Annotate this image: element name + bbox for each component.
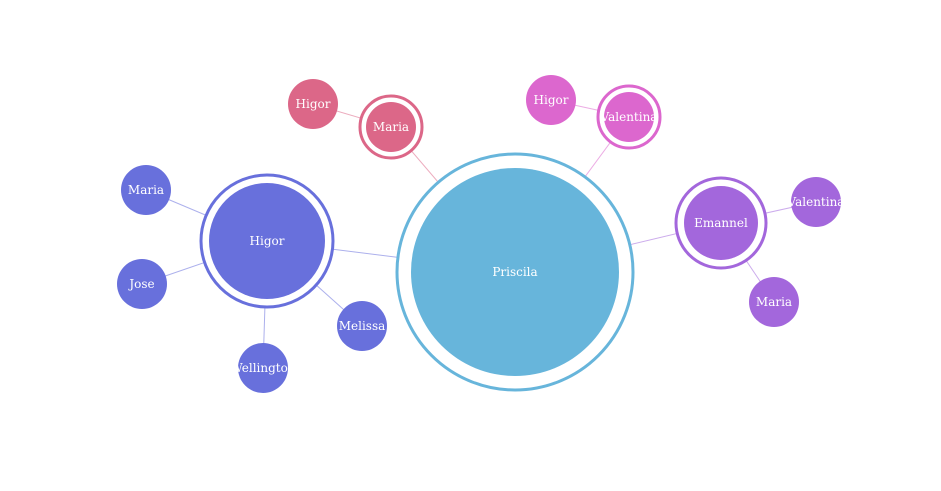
node-circle[interactable] — [209, 183, 325, 299]
node-label: Emannel — [694, 216, 748, 230]
node-outer-ring — [596, 84, 662, 150]
node-higor-wellington[interactable]: Wellington — [230, 343, 296, 393]
node-higor-maria[interactable]: Maria — [121, 165, 171, 215]
node-outer-ring — [358, 94, 424, 160]
node-label: Melissa — [339, 319, 386, 333]
nodes-layer: Priscila Higor Maria Jose Wellington Melissa M… — [117, 75, 844, 393]
node-outer-ring — [674, 176, 768, 270]
node-label: Maria — [373, 120, 409, 134]
node-valentina-higor[interactable]: Higor — [526, 75, 576, 125]
node-circle[interactable] — [411, 168, 619, 376]
node-circle[interactable] — [604, 92, 654, 142]
node-higor-melissa[interactable]: Melissa — [337, 301, 387, 351]
node-circle[interactable] — [791, 177, 841, 227]
node-label: Wellington — [230, 361, 295, 375]
node-label: Higor — [534, 93, 569, 107]
node-maria-hub[interactable]: Maria — [358, 94, 424, 160]
node-higor-jose[interactable]: Jose — [117, 259, 167, 309]
node-circle[interactable] — [526, 75, 576, 125]
node-label: Jose — [127, 277, 154, 291]
node-priscila[interactable]: Priscila — [395, 152, 635, 392]
node-maria-higor[interactable]: Higor — [288, 79, 338, 129]
node-circle[interactable] — [121, 165, 171, 215]
node-emanuel-maria[interactable]: Maria — [749, 277, 799, 327]
node-label: Valentina — [600, 110, 658, 124]
node-circle[interactable] — [684, 186, 758, 260]
node-label: Maria — [128, 183, 164, 197]
node-circle[interactable] — [366, 102, 416, 152]
node-label: Maria — [756, 295, 792, 309]
node-emanuel-hub[interactable]: Emannel — [674, 176, 768, 270]
node-outer-ring — [199, 173, 335, 309]
node-label: Higor — [296, 97, 331, 111]
node-circle[interactable] — [749, 277, 799, 327]
node-higor-hub[interactable]: Higor — [199, 173, 335, 309]
node-circle[interactable] — [337, 301, 387, 351]
node-circle[interactable] — [288, 79, 338, 129]
node-circle[interactable] — [117, 259, 167, 309]
node-label: Valentina — [787, 195, 845, 209]
node-emanuel-valentina[interactable]: Valentina — [787, 177, 845, 227]
node-valentina-hub[interactable]: Valentina — [596, 84, 662, 150]
node-outer-ring — [395, 152, 635, 392]
node-label: Priscila — [492, 265, 537, 279]
node-label: Higor — [250, 234, 285, 248]
node-circle[interactable] — [238, 343, 288, 393]
